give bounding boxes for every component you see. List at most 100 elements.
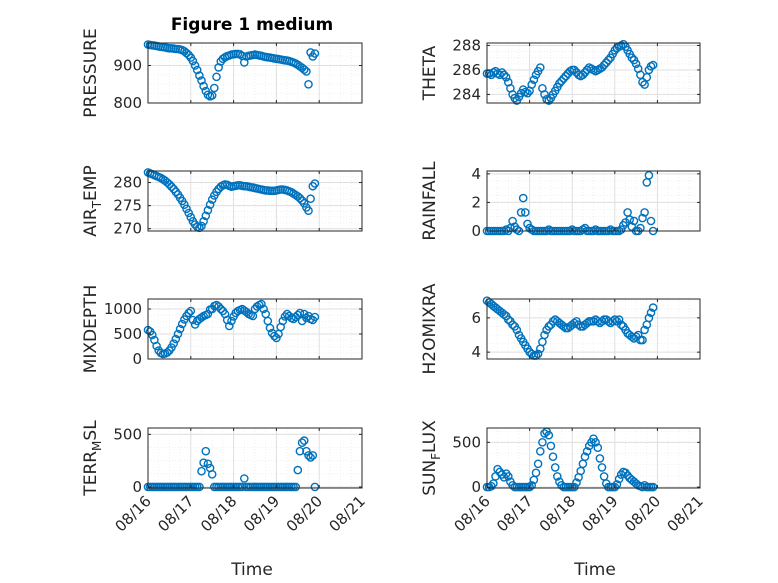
data-point [640,325,649,335]
data-point [197,76,206,85]
data-point [207,91,217,100]
data-point [510,93,520,103]
data-point [203,205,213,215]
axes-box [147,427,363,489]
data-point [499,70,509,80]
data-point [306,48,315,57]
y-tick-label: 4 [471,165,481,183]
subplot-theta: 284 286 288 THETA [420,36,701,105]
y-tick-label: 4 [471,343,481,361]
data-point [199,81,208,91]
data-point [640,208,649,217]
y-axis-label: PRESSURE [81,28,101,117]
data-point [559,74,569,83]
data-point [521,208,530,217]
data-point [295,308,305,318]
data-point [627,222,637,231]
data-point [540,90,549,99]
y-tick-label: 280 [113,174,142,192]
data-point [212,72,221,82]
data-point [597,316,607,326]
data-point [287,187,296,197]
data-point [638,482,647,492]
data-point [310,312,320,322]
axes-box [486,298,701,360]
data-point [175,324,185,334]
data-point [192,65,202,75]
data-point [304,80,313,89]
data-point [638,77,647,87]
data-point [306,194,315,203]
data-point [269,331,279,341]
data-point [527,80,537,89]
data-point [237,482,247,492]
x-axis-label-left: Time [230,560,273,580]
data-point [310,482,320,492]
data-point [578,70,588,80]
data-point [616,225,626,234]
data-point [205,200,215,209]
data-point [638,213,647,223]
data-point [184,208,193,218]
data-point [508,320,517,330]
axes-box [147,42,363,104]
data-point [214,302,223,311]
data-point [265,323,275,333]
data-point [574,320,583,330]
data-point [604,55,613,65]
data-point [646,308,656,318]
y-tick-label: 800 [113,94,142,112]
data-point [544,96,554,105]
data-point [642,73,652,82]
y-axis-label: TERRMSL [81,420,104,497]
data-point [646,216,656,226]
y-tick-label: 0 [132,478,142,496]
data-point [597,63,607,72]
data-point [644,313,654,323]
axes-box [486,427,701,489]
data-point [308,451,318,460]
data-point [201,446,211,456]
data-point [199,458,208,468]
data-point [169,339,178,348]
data-point [201,211,211,221]
data-point [648,60,658,70]
data-point [197,466,206,476]
data-point [195,482,204,492]
data-point [640,80,649,89]
data-point [525,482,534,492]
data-point [186,212,196,222]
data-point [572,478,581,487]
data-point [302,67,311,76]
data-point [177,319,187,329]
data-point [197,221,206,231]
subplot-h2omixra: 4 6 H2OMIXRA [420,283,701,375]
y-axis-label: MIXDEPTH [81,285,101,374]
data-point [570,482,579,492]
data-point [239,474,249,483]
data-point [209,83,219,93]
data-point [207,469,217,479]
data-point [304,451,313,460]
data-point [304,206,313,215]
subplot-air-temp: 270 275 280 AIRTEMP [81,165,363,238]
data-point [593,443,603,453]
data-point [544,322,554,331]
data-point [599,60,609,70]
data-point [182,204,191,214]
data-point [540,429,549,438]
data-point [602,58,611,67]
data-point [619,39,628,49]
data-point [648,482,658,492]
data-point [591,437,600,447]
subplot-pressure: 800 900 PRESSURE [81,28,363,118]
data-point [597,463,607,472]
data-point [503,315,513,324]
y-axis-label: RAINFALL [420,161,440,241]
data-point [182,48,191,58]
data-point [173,329,183,339]
y-tick-label: 270 [113,220,142,238]
data-point [165,180,174,189]
data-point [580,452,590,462]
